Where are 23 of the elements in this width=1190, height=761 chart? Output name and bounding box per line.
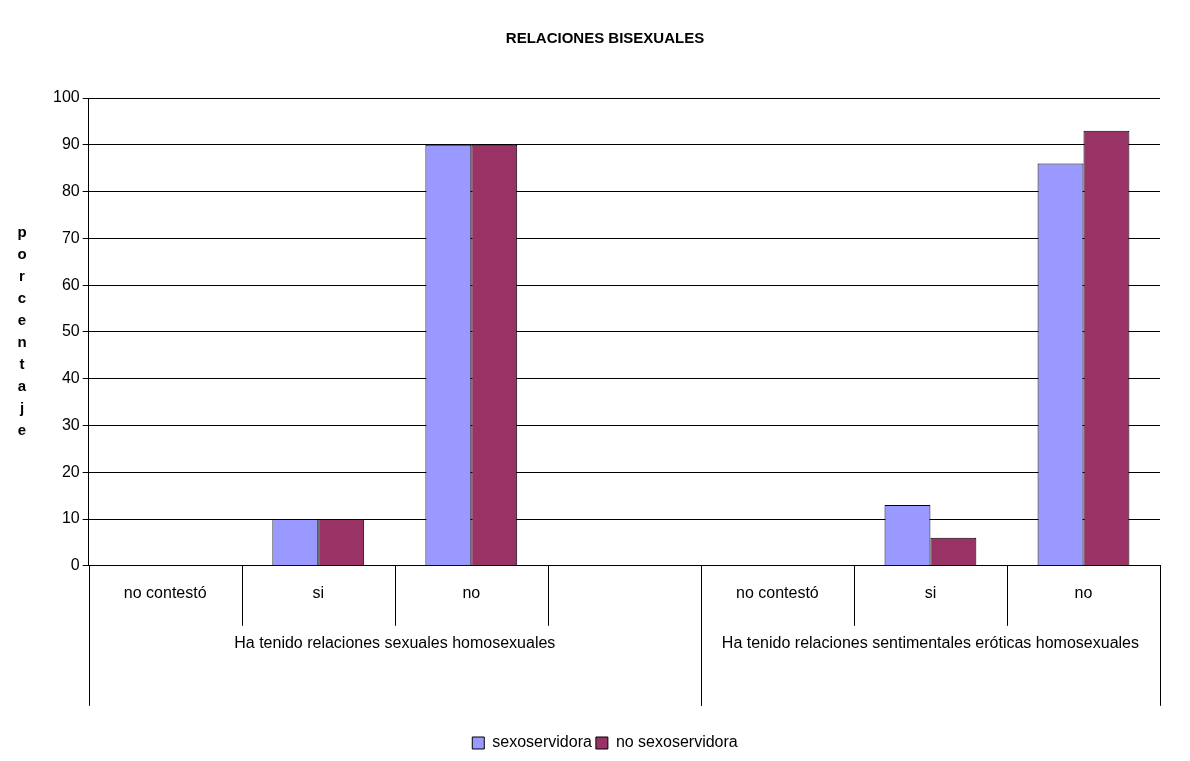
y-tick-label: 100 bbox=[52, 88, 80, 106]
chart-title: RELACIONES BISEXUALES bbox=[505, 29, 705, 47]
y-tick-label: 10 bbox=[61, 509, 80, 527]
text: porcentaje bbox=[17, 223, 27, 439]
legend-label: sexoservidora bbox=[492, 733, 592, 751]
x-tick-label: no contestó bbox=[736, 583, 819, 601]
y-tick-label: 20 bbox=[61, 462, 80, 480]
y-tick-label: 70 bbox=[61, 228, 80, 246]
x-tick-label: no bbox=[462, 583, 481, 601]
y-tick-label: 30 bbox=[61, 415, 80, 433]
y-tick-label: 60 bbox=[61, 275, 80, 293]
x-tick-label: no bbox=[1074, 583, 1093, 601]
y-tick-label: 90 bbox=[61, 135, 80, 153]
y-tick-label: 40 bbox=[61, 369, 80, 387]
y-tick-label: 0 bbox=[70, 556, 80, 574]
legend-label: no sexoservidora bbox=[615, 733, 738, 751]
text: Ha tenido relaciones sentimentales eróticas homosexuales bbox=[721, 634, 1139, 652]
x-tick-label: si bbox=[924, 583, 937, 601]
x-tick-label: no contestó bbox=[123, 583, 207, 601]
text: Ha tenido relaciones sexuales homosexuales bbox=[234, 634, 556, 652]
y-tick-label: 80 bbox=[61, 181, 80, 199]
x-tick-label: si bbox=[312, 583, 325, 601]
y-tick-label: 50 bbox=[61, 322, 80, 340]
